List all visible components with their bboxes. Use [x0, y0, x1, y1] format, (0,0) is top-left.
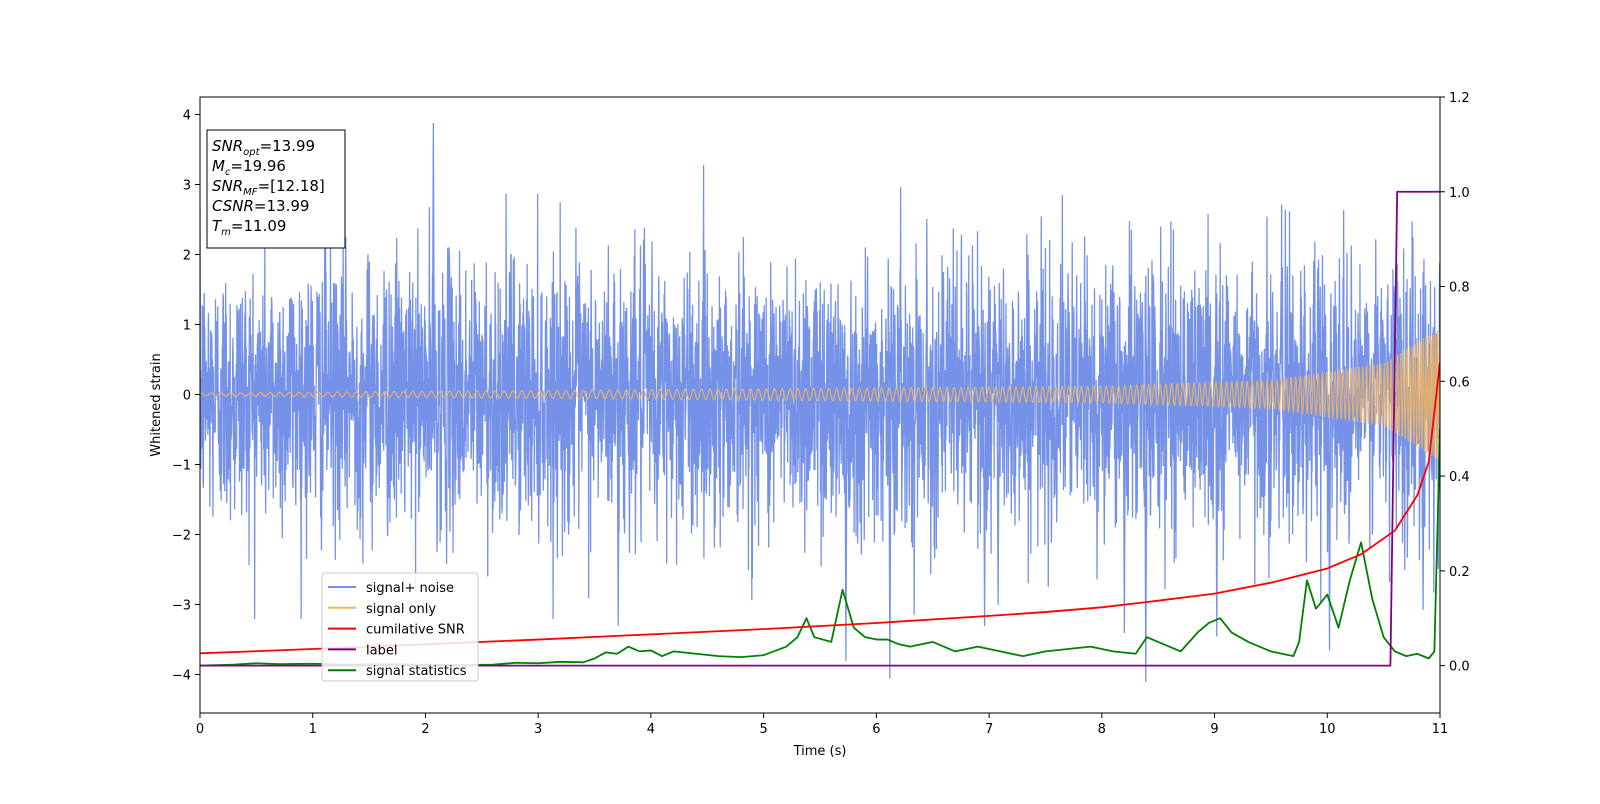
y-axis-label: Whitened strain [149, 353, 164, 456]
plot-frame [199, 96, 1441, 714]
y2-tick-label: 1.0 [1449, 186, 1470, 201]
y2-tick-label: 0.6 [1449, 375, 1470, 390]
x-tick-label: 5 [759, 722, 767, 737]
y-tick-label: 3 [183, 179, 191, 194]
x-tick-label: 4 [647, 722, 655, 737]
y-tick-label: 1 [183, 319, 191, 334]
y2-tick-label: 0.0 [1449, 660, 1470, 675]
x-tick-label: 3 [534, 722, 542, 737]
y2-tick-label: 0.4 [1449, 470, 1470, 485]
legend: signal+ noise signal only cumilative SNR la… [321, 572, 479, 682]
y-tick-label: 2 [183, 249, 191, 264]
legend-label: signal only [366, 602, 436, 617]
series-cumulative-snr [200, 362, 1440, 655]
x-tick-label: 0 [196, 722, 204, 737]
info-box: SNRopt=13.99Mc=19.96SNRMF=[12.18]CSNR=13… [206, 129, 346, 249]
x-tick-label: 2 [421, 722, 429, 737]
y-tick-label: −1 [172, 459, 191, 474]
y-tick-label: 4 [183, 109, 191, 124]
y-tick-label: −2 [172, 529, 191, 544]
legend-label: signal+ noise [366, 581, 454, 596]
axis-ticks: 0 1 2 3 4 5 6 7 8 9 10 11 −4 −3 −2 −1 0 1 2 3 4 0.0 0.2 0.4 0.6 0… [172, 91, 1470, 737]
info-line: Mc=19.96 [212, 157, 286, 178]
info-line: CSNR=13.99 [212, 197, 309, 215]
x-tick-label: 11 [1432, 722, 1449, 737]
legend-label: cumilative SNR [366, 623, 465, 638]
x-axis-label: Time (s) [793, 744, 847, 759]
info-line: Tm=11.09 [212, 217, 286, 238]
x-tick-label: 8 [1098, 722, 1106, 737]
x-tick-label: 9 [1210, 722, 1218, 737]
x-tick-label: 7 [985, 722, 993, 737]
y2-tick-label: 1.2 [1449, 91, 1470, 106]
info-line: SNRopt=13.99 [212, 137, 315, 158]
y-tick-label: −3 [172, 599, 191, 614]
legend-label: signal statistics [366, 664, 467, 679]
x-tick-label: 10 [1319, 722, 1336, 737]
series-label [200, 190, 1440, 667]
y-tick-label: −4 [172, 669, 191, 684]
x-tick-label: 6 [872, 722, 880, 737]
info-line: SNRMF=[12.18] [212, 177, 325, 198]
info-box-frame [206, 129, 346, 249]
y2-tick-label: 0.2 [1449, 565, 1470, 580]
legend-label: label [366, 643, 397, 658]
series-signal-only [200, 330, 1440, 459]
y2-tick-label: 0.8 [1449, 281, 1470, 296]
x-tick-label: 1 [309, 722, 317, 737]
series-signal-statistics [200, 428, 1440, 667]
y-tick-label: 0 [183, 389, 191, 404]
legend-frame [321, 572, 479, 682]
